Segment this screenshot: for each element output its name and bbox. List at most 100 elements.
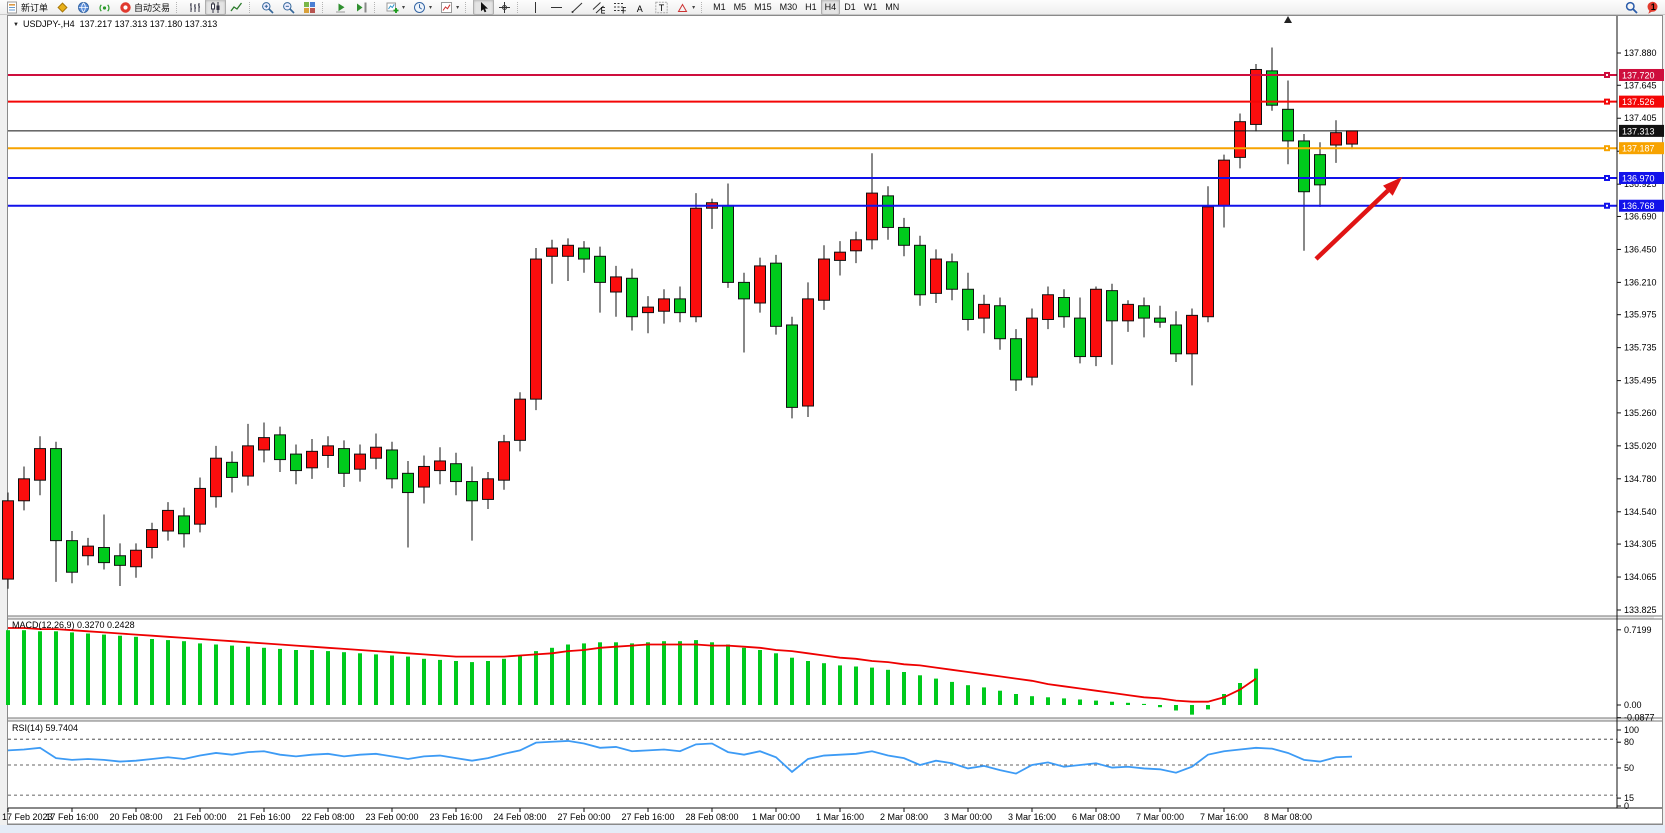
trade-group: 新订单 自动交易 bbox=[2, 0, 174, 15]
price-tick-label: 135.495 bbox=[1624, 376, 1657, 386]
timeframe-h1[interactable]: H1 bbox=[801, 0, 821, 15]
macd-histogram-bar bbox=[246, 646, 250, 705]
zoom-in-button[interactable] bbox=[257, 0, 278, 15]
svg-text:136.768: 136.768 bbox=[1622, 201, 1655, 211]
notification-icon: 1 bbox=[1646, 1, 1659, 14]
candle bbox=[482, 471, 494, 510]
candle bbox=[50, 441, 62, 582]
candle bbox=[242, 423, 254, 486]
toolbar-separator bbox=[465, 1, 471, 13]
auto-scroll-button[interactable] bbox=[330, 0, 351, 15]
timeframe-h4[interactable]: H4 bbox=[820, 0, 841, 15]
macd-histogram-bar bbox=[806, 661, 810, 705]
zoom-out-button[interactable] bbox=[278, 0, 299, 15]
pane-separator[interactable] bbox=[8, 616, 1654, 619]
timeframe-m5[interactable]: M5 bbox=[730, 0, 751, 15]
periods-button[interactable]: ▾ bbox=[409, 0, 436, 15]
trendline-button[interactable] bbox=[567, 0, 588, 15]
time-tick-label: 28 Feb 08:00 bbox=[685, 812, 738, 822]
indicators-button[interactable]: ▾ bbox=[382, 0, 409, 15]
timeframe-m1[interactable]: M1 bbox=[709, 0, 730, 15]
notification-button[interactable]: 1 bbox=[1642, 0, 1663, 15]
vline-icon bbox=[529, 1, 542, 14]
toolbar-separator bbox=[517, 1, 523, 13]
timeframe-m30[interactable]: M30 bbox=[776, 0, 802, 15]
templates-button[interactable]: ▾ bbox=[436, 0, 463, 15]
fibonacci-button[interactable]: F bbox=[609, 0, 630, 15]
timeframe-mn[interactable]: MN bbox=[881, 0, 903, 15]
chart-shift-button[interactable] bbox=[351, 0, 372, 15]
tile-windows-icon bbox=[303, 1, 316, 14]
line-chart-button[interactable] bbox=[226, 0, 247, 15]
rsi-scale-label: 0 bbox=[1624, 801, 1629, 811]
candle bbox=[914, 235, 926, 306]
bar-chart-button[interactable] bbox=[184, 0, 205, 15]
price-tick-label: 135.975 bbox=[1624, 310, 1657, 320]
macd-histogram-bar bbox=[838, 665, 842, 705]
price-axis[interactable]: 137.880137.645137.405137.165136.925136.6… bbox=[1616, 16, 1664, 811]
support-line-1[interactable] bbox=[8, 174, 1617, 181]
shapes-button[interactable]: ▾ bbox=[672, 0, 699, 15]
vertical-line-button[interactable] bbox=[525, 0, 546, 15]
time-tick-label: 2 Mar 08:00 bbox=[880, 812, 928, 822]
pane-separator[interactable] bbox=[8, 718, 1654, 721]
toolbar-right: 1 bbox=[1621, 0, 1663, 15]
time-tick-label: 1 Mar 16:00 bbox=[816, 812, 864, 822]
resistance-line-1[interactable] bbox=[8, 71, 1617, 78]
candle bbox=[386, 441, 398, 489]
styles-button[interactable] bbox=[52, 0, 73, 15]
tile-windows-button[interactable] bbox=[299, 0, 320, 15]
text-button[interactable]: A bbox=[630, 0, 651, 15]
rsi-indicator-label: RSI(14) 59.7404 bbox=[12, 723, 79, 733]
pointer-group bbox=[473, 0, 515, 15]
candle bbox=[1170, 311, 1182, 363]
candle bbox=[1330, 120, 1342, 163]
text-label-button[interactable]: T bbox=[651, 0, 672, 15]
pivot-line[interactable] bbox=[8, 145, 1617, 152]
candle bbox=[738, 272, 750, 353]
timeframe-d1[interactable]: D1 bbox=[840, 0, 860, 15]
macd-histogram-bar bbox=[1110, 701, 1114, 705]
equidistant-channel-button[interactable]: E bbox=[588, 0, 609, 15]
macd-histogram-bar bbox=[22, 630, 26, 705]
autotrading-button[interactable]: 自动交易 bbox=[115, 0, 174, 15]
market-button[interactable] bbox=[73, 0, 94, 15]
macd-histogram-bar bbox=[1062, 698, 1066, 705]
resistance-line-2[interactable] bbox=[8, 98, 1617, 105]
timeframe-group: M1 M5 M15 M30 H1 H4 D1 W1 MN bbox=[709, 0, 903, 15]
trend-arrow[interactable] bbox=[1314, 176, 1403, 261]
candle bbox=[978, 294, 990, 334]
search-button[interactable] bbox=[1621, 0, 1642, 15]
horizontal-line-button[interactable] bbox=[546, 0, 567, 15]
candle bbox=[1234, 113, 1246, 169]
cursor-button[interactable] bbox=[473, 0, 495, 15]
macd-histogram-bar bbox=[1238, 683, 1242, 705]
rsi-scale-label: 100 bbox=[1624, 725, 1639, 735]
collapse-triangle-icon[interactable]: ▼ bbox=[13, 22, 19, 28]
timeframe-h1-label: H1 bbox=[805, 2, 817, 12]
candle bbox=[898, 217, 910, 257]
timeframe-w1[interactable]: W1 bbox=[860, 0, 882, 15]
candlestick-chart-button[interactable] bbox=[205, 0, 227, 15]
macd-histogram-bar bbox=[326, 651, 330, 705]
timeframe-m15[interactable]: M15 bbox=[750, 0, 776, 15]
macd-histogram-bar bbox=[454, 661, 458, 705]
candle bbox=[466, 466, 478, 541]
timeframe-m1-label: M1 bbox=[713, 2, 726, 12]
candle bbox=[546, 239, 558, 284]
macd-histogram-bar bbox=[214, 644, 218, 705]
crosshair-button[interactable] bbox=[494, 0, 515, 15]
macd-histogram-bar bbox=[150, 639, 154, 705]
support-line-2[interactable] bbox=[8, 202, 1617, 209]
macd-histogram-bar bbox=[70, 632, 74, 705]
new-order-button[interactable]: 新订单 bbox=[2, 0, 52, 15]
macd-histogram-bar bbox=[950, 681, 954, 705]
dropdown-arrow-icon: ▾ bbox=[402, 4, 406, 11]
rsi-line bbox=[7, 740, 1353, 775]
candle bbox=[834, 241, 846, 276]
signals-button[interactable] bbox=[94, 0, 115, 15]
macd-histogram-bar bbox=[662, 641, 666, 705]
macd-histogram-bar bbox=[1190, 705, 1194, 715]
